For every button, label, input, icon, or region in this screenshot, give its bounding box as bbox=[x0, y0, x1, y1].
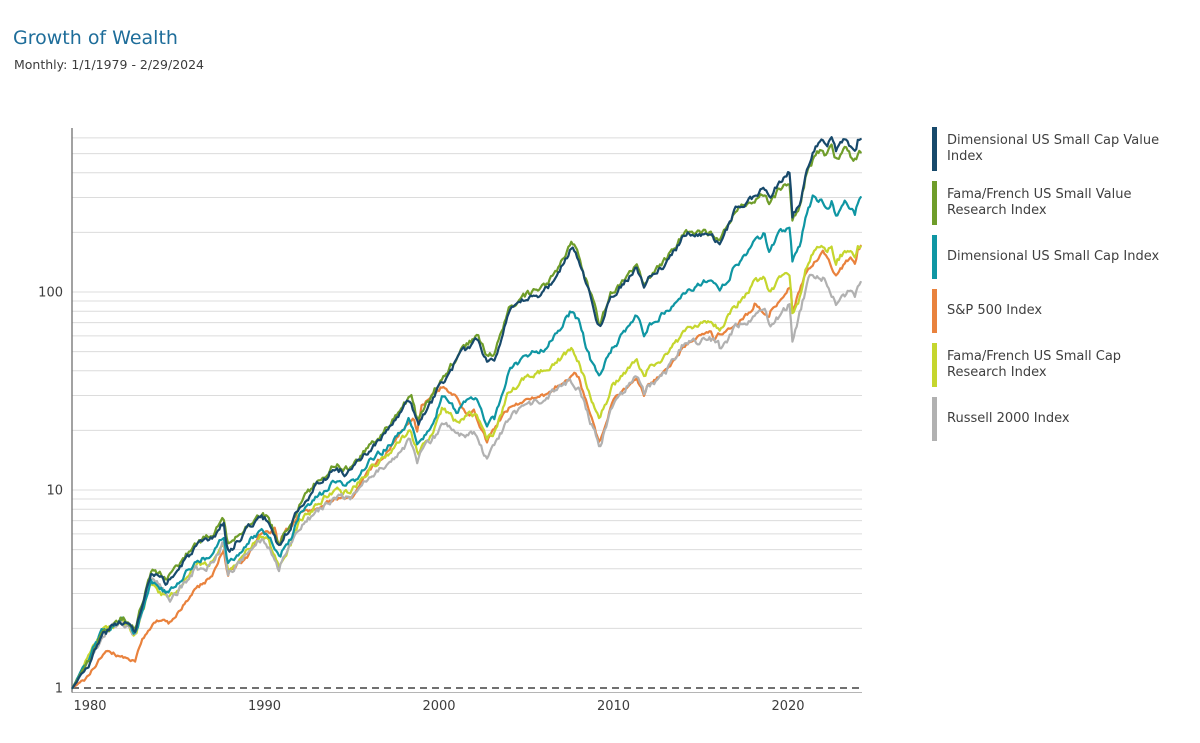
y-axis-tick-label: 100 bbox=[38, 286, 63, 301]
legend-label: S&P 500 Index bbox=[947, 303, 1043, 318]
series-line-3 bbox=[71, 244, 862, 690]
x-axis-tick-label: 1990 bbox=[248, 699, 281, 714]
legend-item-russell-2000: Russell 2000 Index bbox=[932, 397, 1184, 441]
legend-item-ff-us-small-value-research: Fama/French US Small Value Research Inde… bbox=[932, 181, 1184, 225]
page-title: Growth of Wealth bbox=[13, 27, 178, 49]
x-axis-tick-label: 2010 bbox=[597, 699, 630, 714]
growth-of-wealth-chart: 1 10 100 1980 1990 2000 2010 2020 bbox=[38, 128, 862, 714]
legend-item-dimensional-us-small-cap-value: Dimensional US Small Cap Value Index bbox=[932, 127, 1184, 171]
legend-label: Fama/French US Small Cap Research Index bbox=[947, 349, 1122, 380]
series-line-4 bbox=[71, 244, 862, 690]
series-line-0 bbox=[71, 136, 862, 690]
legend-label: Dimensional US Small Cap Value Index bbox=[947, 133, 1160, 164]
x-axis-tick-label: 2000 bbox=[422, 699, 455, 714]
page-subtitle: Monthly: 1/1/1979 - 2/29/2024 bbox=[14, 57, 205, 72]
legend-item-dimensional-us-small-cap: Dimensional US Small Cap Index bbox=[932, 235, 1184, 279]
series-line-2 bbox=[71, 194, 862, 690]
legend: Dimensional US Small Cap Value Index Fam… bbox=[932, 127, 1184, 441]
legend-item-ff-us-small-cap-research: Fama/French US Small Cap Research Index bbox=[932, 343, 1184, 387]
x-axis-tick-label: 2020 bbox=[771, 699, 804, 714]
x-axis-tick-label: 1980 bbox=[73, 699, 106, 714]
y-axis-tick-label: 10 bbox=[46, 484, 63, 499]
y-axis-tick-label: 1 bbox=[55, 682, 63, 697]
legend-label: Dimensional US Small Cap Index bbox=[947, 249, 1160, 264]
legend-item-sp-500: S&P 500 Index bbox=[932, 289, 1184, 333]
legend-label: Russell 2000 Index bbox=[947, 411, 1070, 426]
series-line-5 bbox=[71, 273, 862, 690]
legend-label: Fama/French US Small Value Research Inde… bbox=[947, 187, 1132, 218]
